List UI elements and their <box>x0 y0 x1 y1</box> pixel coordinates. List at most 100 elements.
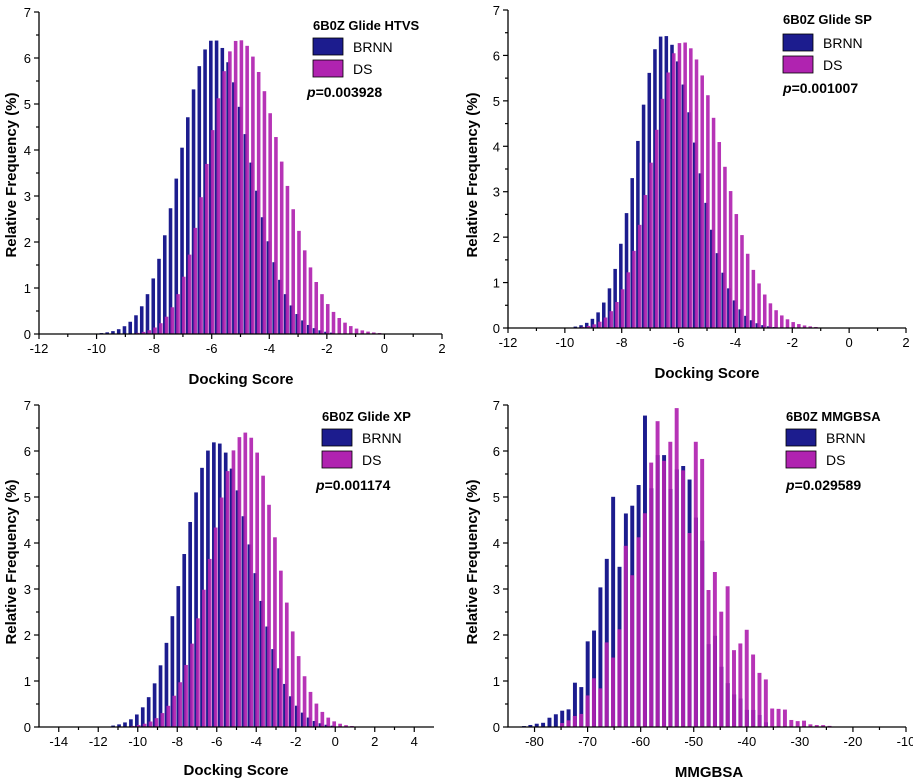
x-tick-label: -8 <box>171 734 183 749</box>
bar-ds <box>626 272 631 328</box>
bar-brnn <box>641 104 646 329</box>
bar-brnn <box>105 332 109 334</box>
x-tick-label: 0 <box>381 341 388 356</box>
bar-brnn <box>590 318 595 328</box>
bar-ds <box>184 664 188 727</box>
y-tick-label: 0 <box>493 321 500 336</box>
bar-brnn <box>289 696 293 727</box>
bar-brnn <box>237 106 242 334</box>
legend-title: 6B0Z Glide HTVS <box>313 18 420 33</box>
y-tick-label: 5 <box>24 97 31 112</box>
bar-brnn <box>176 586 181 727</box>
bar-ds <box>717 142 722 328</box>
x-tick-label: -30 <box>790 734 809 749</box>
y-tick-label: 1 <box>493 276 500 291</box>
bar-brnn <box>206 450 210 727</box>
bar-ds <box>654 129 659 328</box>
bar-ds <box>791 322 795 328</box>
bar-ds <box>636 537 641 727</box>
bar-ds <box>136 725 141 727</box>
bar-brnn <box>158 665 163 727</box>
bar-brnn <box>721 272 725 328</box>
bar-ds <box>343 322 347 334</box>
bar-brnn <box>188 521 192 727</box>
bar-brnn <box>277 668 281 727</box>
x-tick-label: -2 <box>787 335 799 350</box>
bar-ds <box>762 294 767 328</box>
x-axis-title: Docking Score <box>188 371 293 388</box>
bar-ds <box>661 460 666 727</box>
y-tick-label: 0 <box>24 720 31 735</box>
bar-ds <box>360 330 365 334</box>
bar-ds <box>314 282 319 334</box>
bar-ds <box>687 533 692 727</box>
plot-area: -14 -12 -10 -8 -6 -4 -2 0 2 4 0 1 2 3 4 5 6 7 <box>24 398 434 749</box>
bar-ds <box>632 250 636 328</box>
bar-brnn <box>596 312 600 328</box>
y-tick-label: 6 <box>24 51 31 66</box>
bar-ds <box>216 98 221 334</box>
y-tick-label: 2 <box>24 628 31 643</box>
bar-ds <box>314 703 319 727</box>
bar-brnn <box>247 544 252 727</box>
bar-ds <box>279 161 284 334</box>
bar-ds <box>153 327 157 334</box>
p-value: p=0.029589 <box>785 477 861 493</box>
x-tick-label: -6 <box>211 734 223 749</box>
bar-brnn <box>255 190 259 334</box>
bar-ds <box>190 643 194 727</box>
bar-brnn <box>271 649 275 727</box>
bar-ds <box>308 267 313 334</box>
y-axis-title: Relative Frequency (%) <box>3 479 20 644</box>
bar-ds <box>579 713 584 727</box>
bar-ds <box>228 51 232 335</box>
x-tick-label: -4 <box>250 734 262 749</box>
y-tick-label: 7 <box>24 5 31 20</box>
bar-ds <box>643 195 648 328</box>
x-tick-label: 2 <box>902 335 909 350</box>
legend-label-brnn: BRNN <box>826 430 866 446</box>
legend-label-ds: DS <box>826 452 845 468</box>
bar-ds <box>700 75 704 329</box>
bar-ds <box>677 43 682 328</box>
bar-brnn <box>129 719 133 727</box>
bar-ds <box>142 723 147 727</box>
legend-swatch-ds <box>782 55 814 74</box>
bar-brnn <box>653 49 657 329</box>
bar-ds <box>219 497 224 727</box>
bar-brnn <box>732 300 737 328</box>
bar-ds <box>141 331 146 334</box>
x-axis-title: Docking Score <box>654 365 759 382</box>
bar-ds <box>630 575 635 727</box>
x-tick-label: -12 <box>30 341 49 356</box>
bar-ds <box>166 705 171 727</box>
bar-brnn <box>180 147 184 334</box>
bar-ds <box>674 408 679 727</box>
bar-ds <box>291 209 295 334</box>
bar-ds <box>649 462 654 727</box>
y-tick-label: 3 <box>24 189 31 204</box>
bar-brnn <box>212 442 216 727</box>
bar-ds <box>233 40 238 335</box>
bar-ds <box>751 654 756 727</box>
bar-ds <box>222 71 226 334</box>
bar-ds <box>768 303 773 328</box>
bar-ds <box>243 432 248 727</box>
bar-ds <box>808 724 813 727</box>
legend-swatch-brnn <box>312 37 344 56</box>
bar-ds <box>202 589 206 727</box>
bar-brnn <box>162 235 167 334</box>
bar-ds <box>740 235 744 328</box>
x-tick-label: 2 <box>438 341 445 356</box>
bar-ds <box>154 718 159 727</box>
bar-brnn <box>168 208 173 334</box>
bar-ds <box>683 42 687 328</box>
x-tick-label: -6 <box>673 335 685 350</box>
x-tick-label: -50 <box>684 734 703 749</box>
bar-brnn <box>324 724 329 727</box>
bar-brnn <box>318 330 322 334</box>
bar-ds <box>239 40 244 335</box>
legend-label-brnn: BRNN <box>362 430 402 446</box>
bar-ds <box>205 163 209 334</box>
